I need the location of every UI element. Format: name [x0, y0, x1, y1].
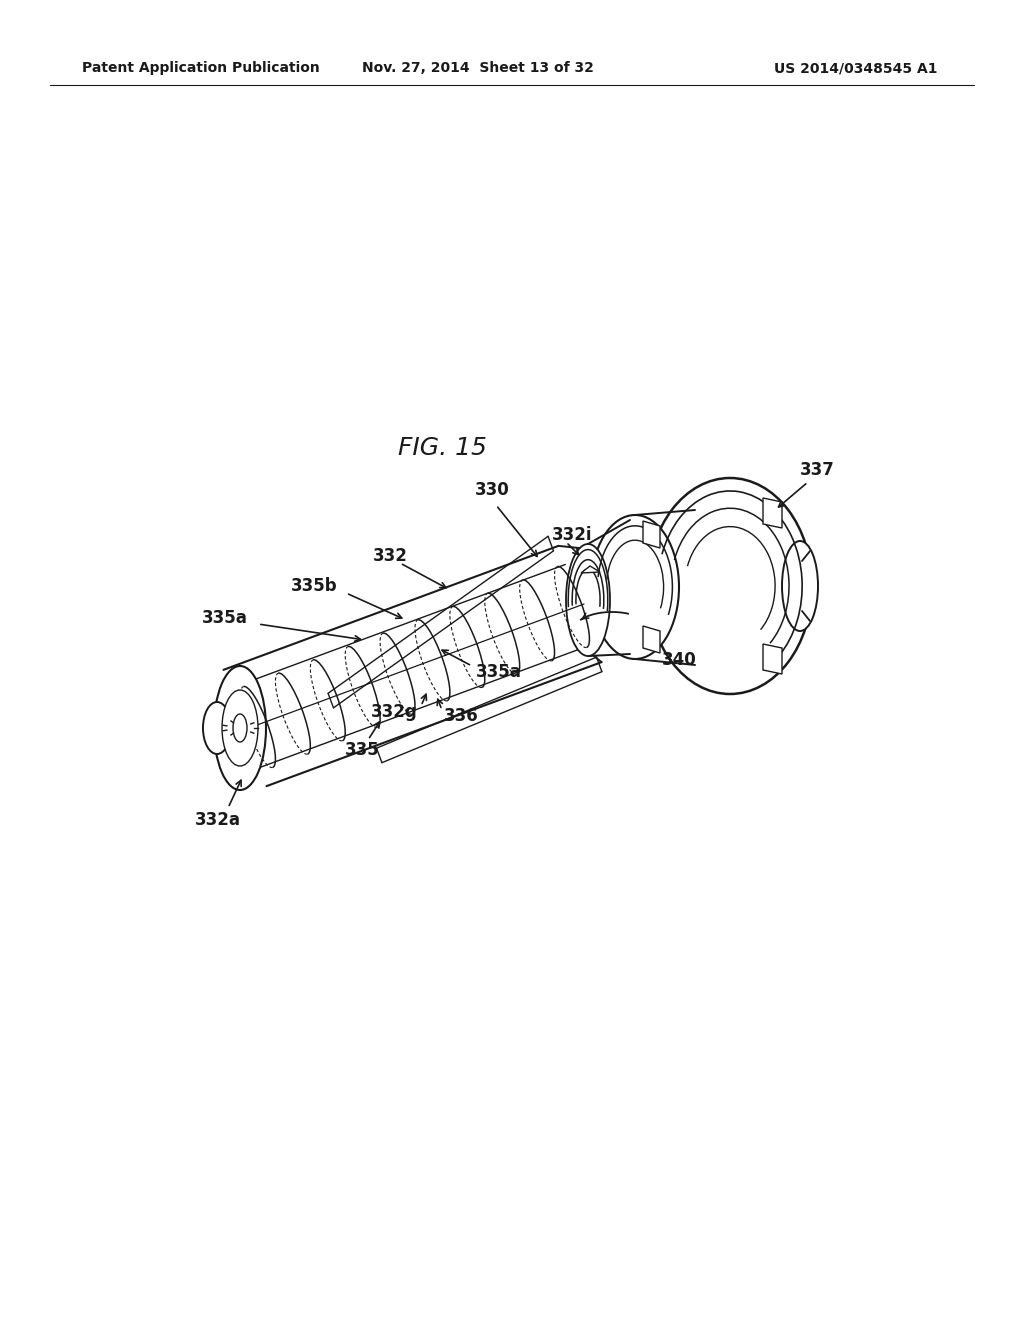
Text: Patent Application Publication: Patent Application Publication: [82, 61, 319, 75]
Text: 335b: 335b: [292, 577, 338, 595]
Text: 340: 340: [662, 651, 696, 669]
Ellipse shape: [566, 544, 610, 656]
Text: 330: 330: [475, 480, 509, 499]
Ellipse shape: [214, 667, 266, 789]
Text: Nov. 27, 2014  Sheet 13 of 32: Nov. 27, 2014 Sheet 13 of 32: [362, 61, 594, 75]
Text: 335: 335: [345, 741, 379, 759]
Ellipse shape: [203, 702, 231, 754]
Ellipse shape: [237, 685, 261, 771]
Polygon shape: [581, 566, 600, 573]
Text: 332g: 332g: [372, 704, 418, 721]
Polygon shape: [643, 521, 660, 548]
Ellipse shape: [222, 690, 258, 766]
Polygon shape: [763, 644, 782, 675]
Text: 332a: 332a: [195, 810, 241, 829]
Polygon shape: [763, 498, 782, 528]
Text: 336: 336: [444, 708, 479, 725]
Text: FIG. 15: FIG. 15: [398, 436, 486, 459]
Ellipse shape: [233, 714, 247, 742]
Text: 332: 332: [373, 546, 408, 565]
Text: US 2014/0348545 A1: US 2014/0348545 A1: [774, 61, 938, 75]
Text: 335a: 335a: [202, 609, 248, 627]
Ellipse shape: [782, 541, 818, 631]
Text: 335a: 335a: [476, 663, 522, 681]
Text: 332i: 332i: [552, 525, 593, 544]
Ellipse shape: [648, 478, 812, 694]
Text: 337: 337: [800, 461, 835, 479]
Polygon shape: [643, 626, 660, 653]
Ellipse shape: [591, 515, 679, 659]
